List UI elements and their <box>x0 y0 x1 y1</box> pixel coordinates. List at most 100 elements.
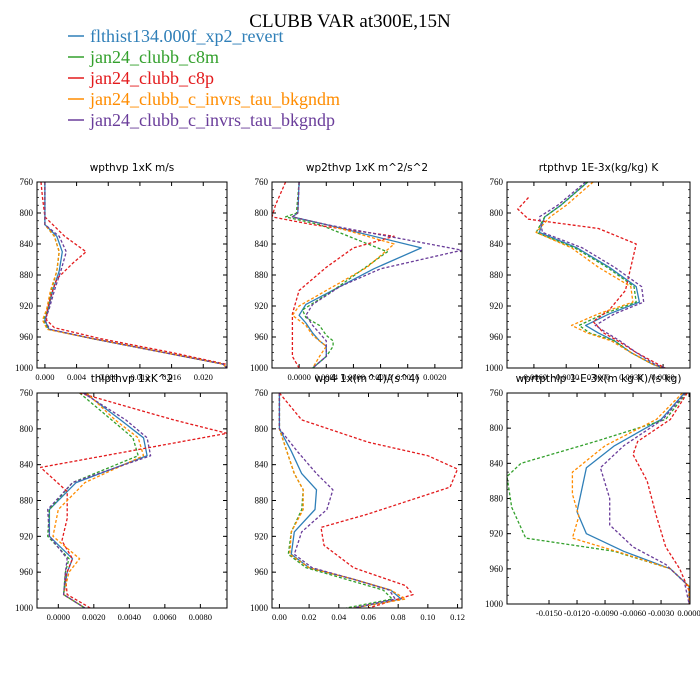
x-tick-label: 0.0000 <box>677 608 700 618</box>
series-line <box>272 182 395 368</box>
y-tick-label: 840 <box>490 239 504 249</box>
x-tick-label: 0.0000 <box>587 372 610 382</box>
x-tick-label: -0.0090 <box>592 608 618 618</box>
legend-label: flthist134.000f_xp2_revert <box>90 26 283 46</box>
series-line <box>48 393 148 608</box>
x-tick-label: 0.0020 <box>82 612 105 622</box>
legend-entry: flthist134.000f_xp2_revert <box>68 26 283 46</box>
y-tick-label: 840 <box>20 460 34 470</box>
series-line <box>538 182 666 368</box>
y-tick-label: 760 <box>20 177 34 187</box>
y-tick-label: 840 <box>490 458 504 468</box>
series-line <box>291 182 422 368</box>
x-tick-label: -0.0120 <box>564 608 590 618</box>
legend-entry: jan24_clubb_c8m <box>68 47 219 67</box>
x-tick-label: 0.004 <box>67 372 87 382</box>
series-line <box>576 393 690 604</box>
plot-frame <box>36 181 228 369</box>
chart-panels: wpthvp 1xK m/s 760 800 840 880 920 960 1000 0.00… <box>15 162 700 622</box>
series-line <box>40 182 227 368</box>
x-tick-label: 0.0020 <box>423 372 446 382</box>
x-tick-label: 0.0004 <box>315 372 339 382</box>
x-tick-label: 0.0012 <box>369 372 392 382</box>
series-line <box>571 393 690 604</box>
y-tick-label: 920 <box>20 301 34 311</box>
y-tick-label: 1000 <box>250 363 269 373</box>
series-line <box>535 182 664 368</box>
x-tick-label: -0.0150 <box>536 608 562 618</box>
legend-label: jan24_clubb_c_invrs_tau_bkgndm <box>89 89 340 109</box>
series-line <box>278 393 459 608</box>
y-tick-label: 880 <box>255 496 269 506</box>
y-tick-label: 960 <box>490 564 504 574</box>
series-line <box>47 393 139 608</box>
plot-frame <box>36 392 228 609</box>
series-line <box>535 182 664 368</box>
chart-panel: wpthvp 1xK m/s76080084088092096010000.00… <box>15 162 228 382</box>
y-tick-label: 880 <box>255 270 269 280</box>
y-tick-label: 920 <box>490 529 504 539</box>
panel-title: thlpthvp 1xK^2 <box>91 373 174 385</box>
y-tick-label: 880 <box>20 270 34 280</box>
series-line <box>538 182 664 368</box>
legend-entry: jan24_clubb_c_invrs_tau_bkgndp <box>68 110 335 130</box>
series-line <box>284 182 389 368</box>
x-tick-label: -0.0030 <box>648 608 674 618</box>
y-tick-label: 800 <box>490 208 504 218</box>
chart-panel: wp4 1x(m^4)/(s^4)76080084088092096010000… <box>250 373 465 622</box>
x-tick-label: 0.0040 <box>118 612 141 622</box>
plot-frame <box>506 392 691 605</box>
x-tick-label: 0.02 <box>302 612 317 622</box>
x-tick-label: 0.0080 <box>189 612 212 622</box>
series-line <box>278 393 407 608</box>
chart-panel: wprtpthlp 1-E-3x(m kg K)/(s kg) 760 800 840… <box>485 373 700 618</box>
x-tick-label: 0.0000 <box>47 612 70 622</box>
y-tick-label: 800 <box>20 208 34 218</box>
series-line <box>291 182 462 368</box>
x-tick-label: -0.0060 <box>620 608 646 618</box>
chart-panel: rtpthvp 1E-3x(kg/kg) K 760 800 840 880 920 960… <box>485 162 691 382</box>
x-tick-label: -0.0030 <box>553 372 579 382</box>
y-tick-label: 760 <box>255 388 269 398</box>
y-tick-label: 840 <box>255 460 269 470</box>
plot-frame <box>506 181 691 369</box>
x-tick-label: 0.012 <box>130 372 149 382</box>
y-tick-label: 760 <box>255 177 269 187</box>
y-tick-label: 800 <box>255 424 269 434</box>
x-tick-label: -0.0060 <box>521 372 547 382</box>
y-tick-label: 1000 <box>15 603 34 613</box>
legend-label: jan24_clubb_c8p <box>89 68 214 88</box>
panel-title: wpthvp 1xK m/s <box>90 162 175 174</box>
y-tick-label: 960 <box>255 567 269 577</box>
series-line <box>599 393 690 604</box>
legend-label: jan24_clubb_c8m <box>89 47 219 67</box>
x-tick-label: 0.0016 <box>396 372 419 382</box>
y-tick-label: 880 <box>20 496 34 506</box>
y-tick-label: 920 <box>255 531 269 541</box>
series-line <box>42 182 227 368</box>
plot-frame <box>271 392 463 609</box>
x-tick-label: 0.00 <box>272 612 287 622</box>
x-tick-label: 0.0000 <box>287 372 310 382</box>
y-tick-label: 800 <box>490 423 504 433</box>
x-tick-label: 0.0060 <box>153 612 176 622</box>
y-tick-label: 760 <box>20 388 34 398</box>
y-tick-label: 960 <box>20 332 34 342</box>
series-line <box>44 182 227 368</box>
y-tick-label: 880 <box>490 270 504 280</box>
series-line <box>278 393 396 608</box>
y-tick-label: 760 <box>490 388 504 398</box>
series-line <box>52 393 145 608</box>
series-line <box>41 182 227 368</box>
y-tick-label: 920 <box>255 301 269 311</box>
y-tick-label: 920 <box>20 531 34 541</box>
x-tick-label: 0.0030 <box>619 372 642 382</box>
y-tick-label: 1000 <box>485 363 504 373</box>
chart-panel: wp2thvp 1xK m^2/s^2 760 800 840 880 920 960 100… <box>250 162 463 382</box>
y-tick-label: 960 <box>255 332 269 342</box>
x-tick-label: 0.016 <box>162 372 181 382</box>
series-line <box>47 393 152 608</box>
y-tick-label: 920 <box>490 301 504 311</box>
figure-title: CLUBB VAR at300E,15N <box>249 11 451 32</box>
